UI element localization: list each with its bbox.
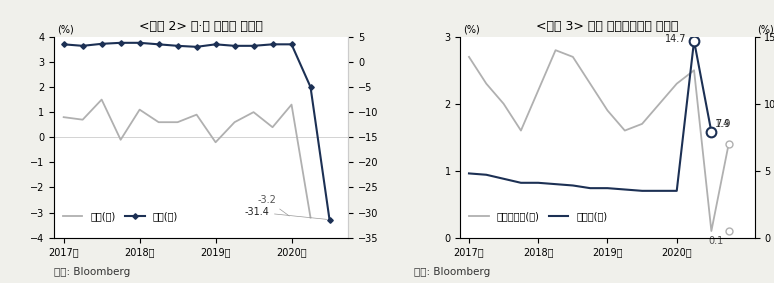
Text: (%): (%) (57, 25, 74, 35)
Legend: 소비자물가(좌), 실업률(우): 소비자물가(좌), 실업률(우) (465, 207, 611, 225)
Text: 14.7: 14.7 (665, 34, 686, 44)
Text: (%): (%) (758, 25, 774, 35)
Title: <그림 3> 미국 소비자물가와 실업률: <그림 3> 미국 소비자물가와 실업률 (536, 20, 679, 33)
Legend: 한국(좌), 미국(우): 한국(좌), 미국(우) (59, 207, 181, 225)
Title: <그림 2> 한·미 분기별 성장률: <그림 2> 한·미 분기별 성장률 (139, 20, 263, 33)
Text: 7.9: 7.9 (715, 119, 730, 128)
Text: 1.4: 1.4 (715, 119, 730, 129)
Text: 자료: Bloomberg: 자료: Bloomberg (54, 267, 131, 276)
Text: (%): (%) (464, 25, 480, 35)
Text: 자료: Bloomberg: 자료: Bloomberg (414, 267, 491, 276)
Text: -3.2: -3.2 (257, 194, 289, 216)
Text: 0.1: 0.1 (708, 236, 723, 246)
Text: -31.4: -31.4 (244, 207, 327, 219)
